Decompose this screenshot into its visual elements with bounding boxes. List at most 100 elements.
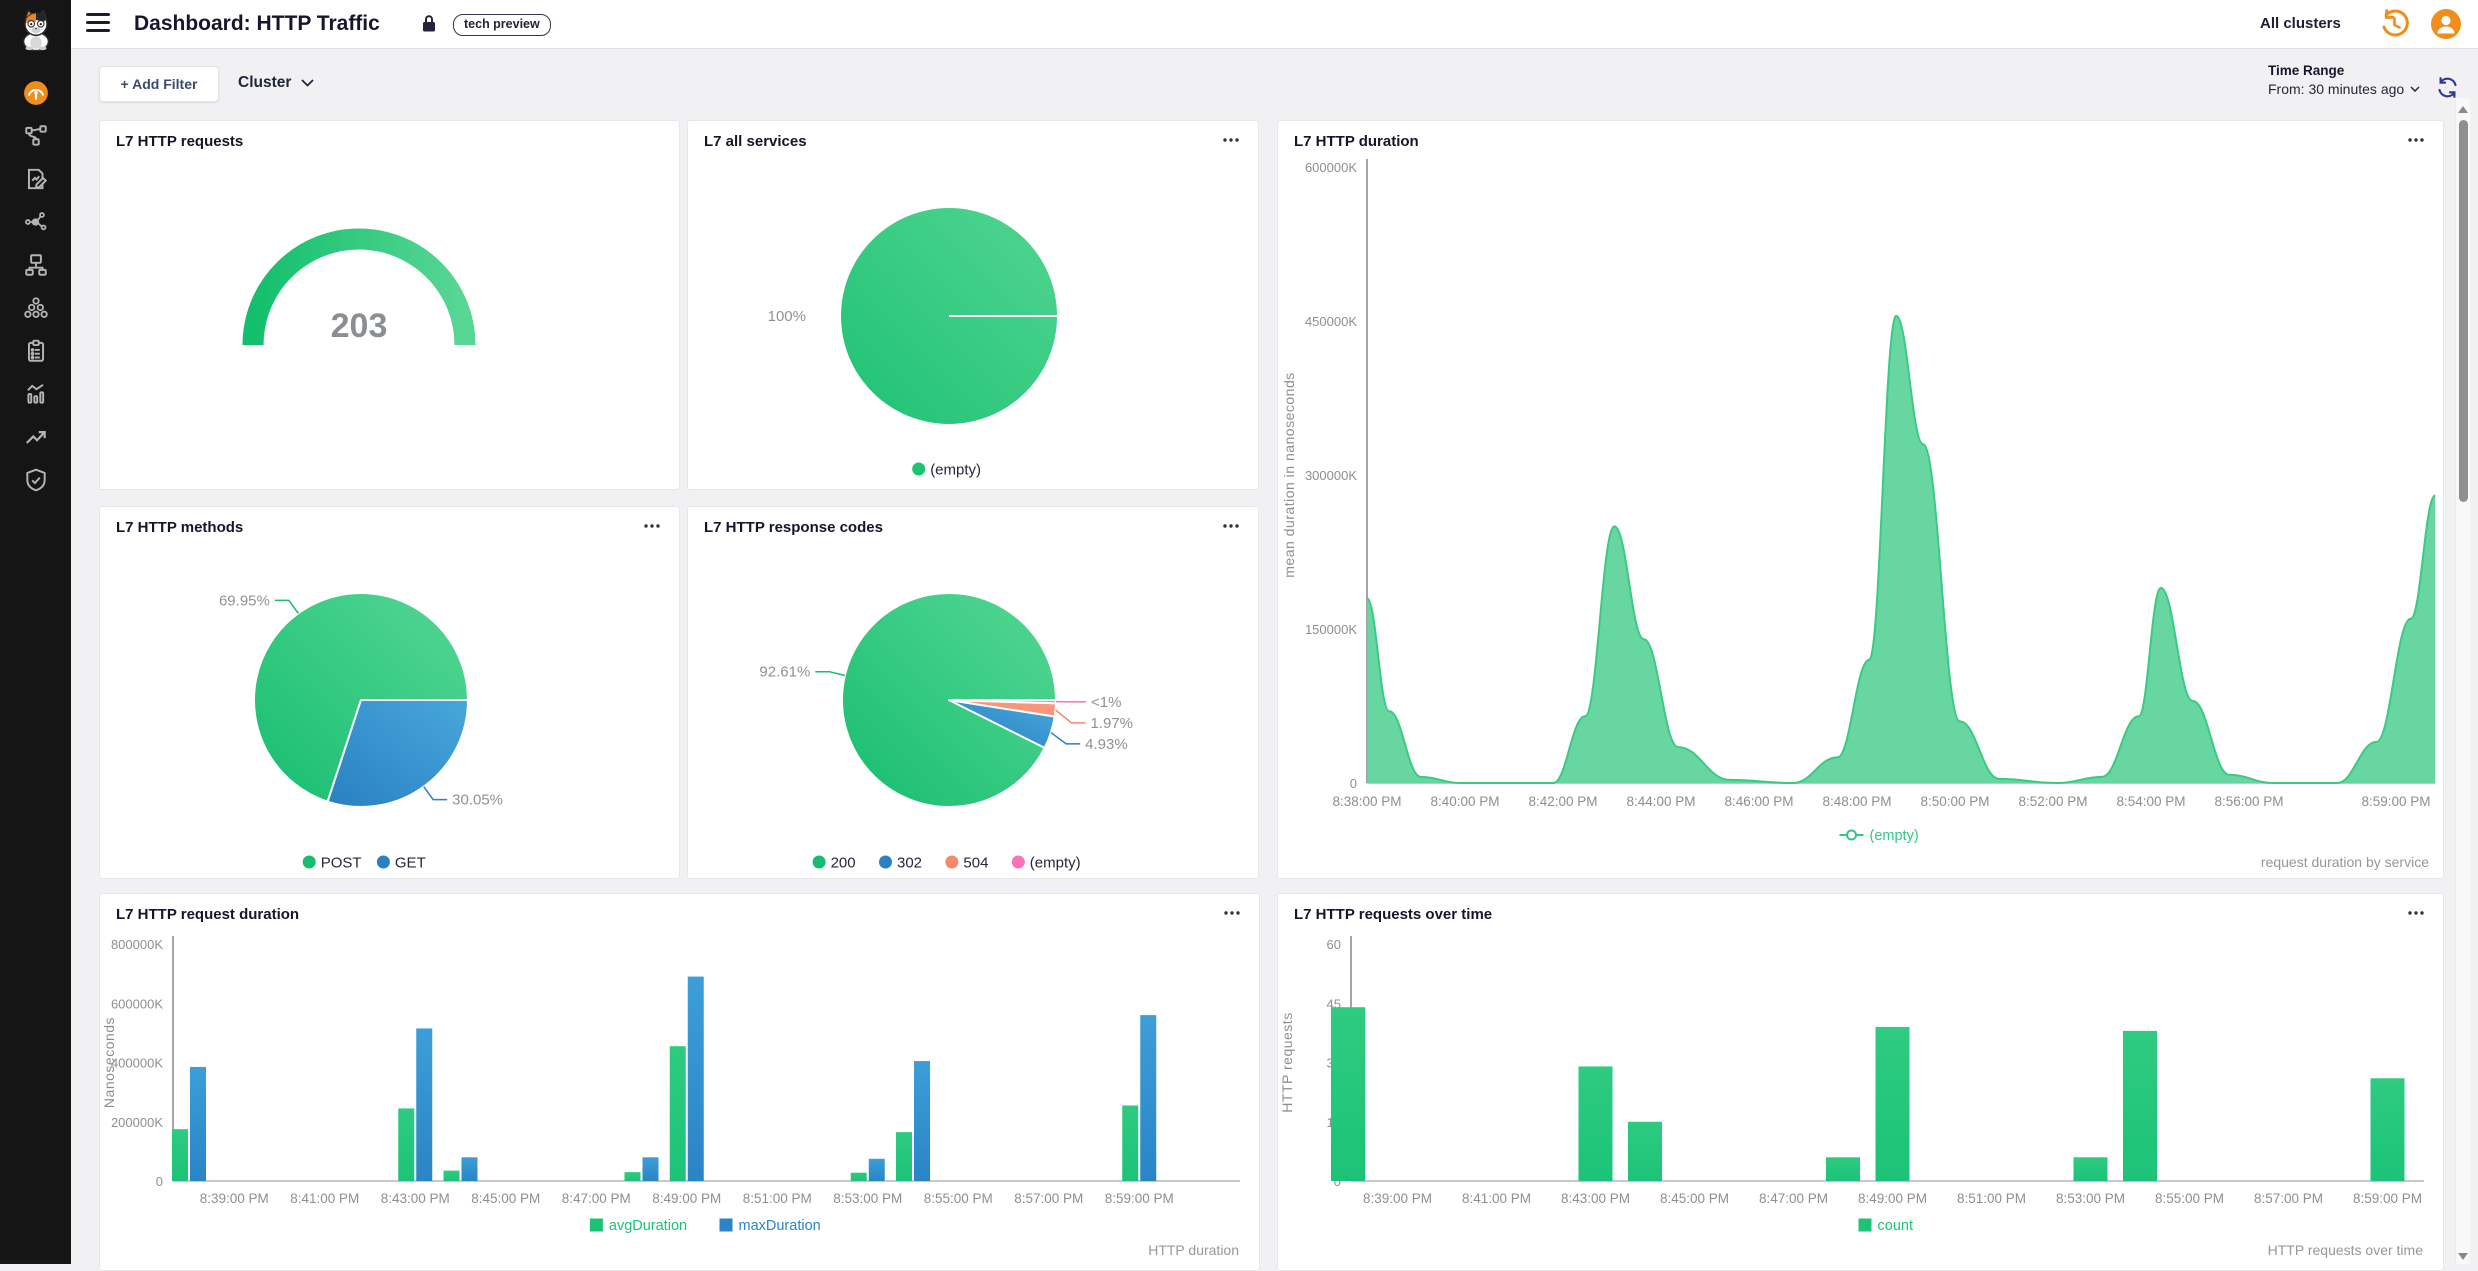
pie-pct-label: 100% [768,308,806,325]
pie-pct-label: 69.95% [219,592,270,609]
bar [625,1172,641,1181]
ellipsis-menu-icon[interactable] [1222,519,1242,533]
sidebar-item-service-map[interactable] [0,203,71,246]
legend-label: POST [321,855,362,872]
x-tick-label: 8:57:00 PM [1014,1191,1083,1206]
bar [2074,1157,2108,1181]
panel-title: L7 HTTP methods [116,519,243,536]
ellipsis-menu-icon[interactable] [2407,133,2427,147]
x-tick-label: 8:49:00 PM [652,1191,721,1206]
hamburger-icon[interactable] [86,13,110,34]
bar [2371,1078,2405,1181]
sidebar [0,0,71,1264]
sidebar-item-clusters[interactable] [0,289,71,332]
pie-pct-label: 30.05% [452,792,503,809]
sidebar-item-security[interactable] [0,461,71,504]
sidebar-item-metrics[interactable] [0,375,71,418]
legend-label: 302 [897,855,922,872]
bar [444,1171,460,1181]
x-tick-label: 8:47:00 PM [1759,1191,1828,1206]
sidebar-item-logs[interactable] [0,160,71,203]
legend-label: maxDuration [739,1218,821,1234]
ellipsis-menu-icon[interactable] [643,519,663,533]
vertical-scrollbar[interactable] [2455,98,2470,1264]
user-avatar-icon[interactable] [2431,9,2461,39]
shield-check-icon [23,467,49,498]
pie-chart: 100% (empty) [688,121,1258,489]
bar [2123,1031,2157,1181]
ellipsis-menu-icon[interactable] [1222,133,1242,147]
bar-chart: 0200000K400000K600000K800000KNanoseconds… [100,894,1259,1270]
panel-l7-http-requests-over-time: L7 HTTP requests over time 015304560HTTP… [1277,893,2444,1271]
tech-preview-badge: tech preview [453,14,551,36]
bar [1628,1122,1662,1181]
ellipsis-menu-icon[interactable] [2407,906,2427,920]
x-tick-label: 8:39:00 PM [1363,1191,1432,1206]
x-tick-label: 8:55:00 PM [924,1191,993,1206]
y-axis-label: HTTP requests [1279,1012,1295,1112]
page-title: Dashboard: HTTP Traffic [134,0,380,48]
add-filter-button[interactable]: + Add Filter [99,66,219,102]
y-tick-label: 0 [1350,776,1357,791]
x-tick-label: 8:57:00 PM [2254,1191,2323,1206]
scrollbar-thumb[interactable] [2459,120,2468,502]
bar [869,1159,885,1181]
x-tick-label: 8:45:00 PM [471,1191,540,1206]
pie-label-leader [1056,710,1086,723]
legend-dot [813,856,826,869]
bar [688,977,704,1181]
x-tick-label: 8:45:00 PM [1660,1191,1729,1206]
legend-dot [1012,856,1025,869]
refresh-icon[interactable] [2436,76,2459,99]
pie-label-leader [1051,733,1080,744]
panel-title: L7 HTTP requests over time [1294,906,1492,923]
x-tick-label: 8:51:00 PM [743,1191,812,1206]
legend-label: avgDuration [609,1218,687,1234]
panel-l7-http-response-codes: L7 HTTP response codes 92.61%4.93%1.97%<… [687,506,1259,879]
history-clock-icon[interactable] [2378,8,2410,40]
pie-pct-label: 1.97% [1090,715,1133,732]
cat-logo[interactable] [13,8,59,54]
sidebar-item-dashboards[interactable] [0,74,71,117]
x-tick-label: 8:40:00 PM [1430,794,1499,809]
bar [1140,1015,1156,1181]
time-range-selector[interactable]: Time Range From: 30 minutes ago [2268,63,2420,97]
legend-dot [879,856,892,869]
sidebar-item-network[interactable] [0,246,71,289]
flow-topology-icon [23,123,49,154]
y-axis-label: mean duration in nanoseconds [1281,372,1297,577]
x-tick-label: 8:39:00 PM [200,1191,269,1206]
x-tick-label: 8:53:00 PM [833,1191,902,1206]
pie-label-leader [275,600,298,613]
cluster-scope-selector[interactable]: All clusters [2260,0,2341,48]
sidebar-item-trends[interactable] [0,418,71,461]
sidebar-item-reports[interactable] [0,332,71,375]
chevron-down-icon [2410,86,2420,92]
ellipsis-menu-icon[interactable] [1223,906,1243,920]
sidebar-item-topology[interactable] [0,117,71,160]
bar [190,1067,206,1181]
bar [896,1132,912,1181]
bar [416,1028,432,1181]
panel-title: L7 HTTP requests [116,133,243,150]
y-tick-label: 600000K [1305,160,1357,175]
cluster-filter-dropdown[interactable]: Cluster [238,66,314,100]
legend-label: 200 [831,855,856,872]
bar [398,1108,414,1181]
cluster-filter-label: Cluster [238,66,291,100]
panel-title: L7 HTTP response codes [704,519,883,536]
x-tick-label: 8:38:00 PM [1332,794,1401,809]
scroll-up-arrow[interactable] [2458,106,2468,113]
y-tick-label: 800000K [111,937,163,952]
app-header: Dashboard: HTTP Traffic tech preview All… [71,0,2478,49]
legend-label: (empty) [1030,855,1081,872]
trend-up-icon [23,424,49,455]
legend-label: (empty) [930,462,981,479]
y-tick-label: 450000K [1305,314,1357,329]
x-tick-label: 8:41:00 PM [1462,1191,1531,1206]
bar [172,1129,188,1181]
scroll-down-arrow[interactable] [2458,1253,2468,1260]
